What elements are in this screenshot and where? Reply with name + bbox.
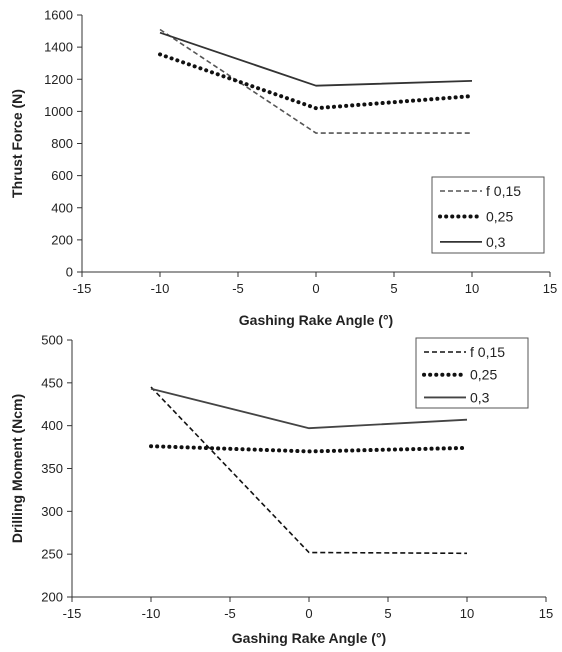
y-tick-label: 0 (66, 265, 73, 280)
legend-label: 0,25 (486, 208, 513, 224)
legend-label: f 0,15 (470, 344, 505, 360)
y-axis-label: Drilling Moment (Ncm) (9, 394, 25, 543)
x-axis-label: Gashing Rake Angle (°) (232, 630, 386, 646)
x-tick-label: -10 (151, 281, 170, 296)
legend-box (431, 176, 545, 254)
x-tick-label: -5 (224, 606, 236, 621)
y-tick-label: 400 (41, 418, 63, 433)
y-tick-label: 1200 (44, 72, 73, 87)
y-tick-label: 500 (41, 333, 63, 348)
y-tick-label: 300 (41, 504, 63, 519)
x-tick-label: 10 (460, 606, 474, 621)
y-axis-label: Thrust Force (N) (9, 89, 25, 198)
series-line-0-3 (159, 31, 473, 87)
legend-label: 0,3 (470, 389, 490, 405)
y-tick-label: 350 (41, 461, 63, 476)
legend-label: f 0,15 (486, 183, 521, 199)
y-tick-label: 1000 (44, 104, 73, 119)
y-tick-label: 450 (41, 375, 63, 390)
x-tick-label: 15 (543, 281, 557, 296)
y-tick-label: 600 (51, 168, 73, 183)
series-line-0-25 (158, 52, 474, 111)
legend: f 0,15 0,25 0,3 (431, 176, 545, 254)
x-tick-label: -15 (73, 281, 92, 296)
y-tick-label: 200 (41, 590, 63, 605)
x-axis-label: Gashing Rake Angle (°) (239, 312, 393, 328)
series-line-0-25 (149, 444, 469, 454)
y-tick-label: 200 (51, 232, 73, 247)
chart-1: 0 200 400 600 800 1000 1200 1400 1600 -15 -10 -5 0 5 1… (9, 8, 557, 329)
y-tick-label: 1400 (44, 40, 73, 55)
x-tick-label: 15 (539, 606, 553, 621)
x-tick-label: 10 (465, 281, 479, 296)
series-line-0-3 (150, 387, 468, 430)
x-tick-label: -10 (142, 606, 161, 621)
chart-2: 200 250 300 350 400 450 500 -15 -10 -5 0 5 10 15 Gashi… (9, 333, 553, 647)
legend: f 0,15 0,25 0,3 (415, 337, 529, 409)
x-tick-label: -15 (63, 606, 82, 621)
series-line-f-0-15 (150, 386, 468, 555)
legend-label: 0,25 (470, 367, 497, 383)
x-tick-label: 5 (390, 281, 397, 296)
legend-box (415, 337, 529, 409)
y-tick-label: 400 (51, 200, 73, 215)
y-tick-label: 800 (51, 136, 73, 151)
x-tick-label: 5 (384, 606, 391, 621)
y-tick-label: 250 (41, 547, 63, 562)
y-tick-label: 1600 (44, 8, 73, 23)
legend-label: 0,3 (486, 234, 506, 250)
x-tick-label: -5 (232, 281, 244, 296)
x-tick-label: 0 (305, 606, 312, 621)
series-line-f-0-15 (159, 28, 472, 134)
x-tick-label: 0 (312, 281, 319, 296)
